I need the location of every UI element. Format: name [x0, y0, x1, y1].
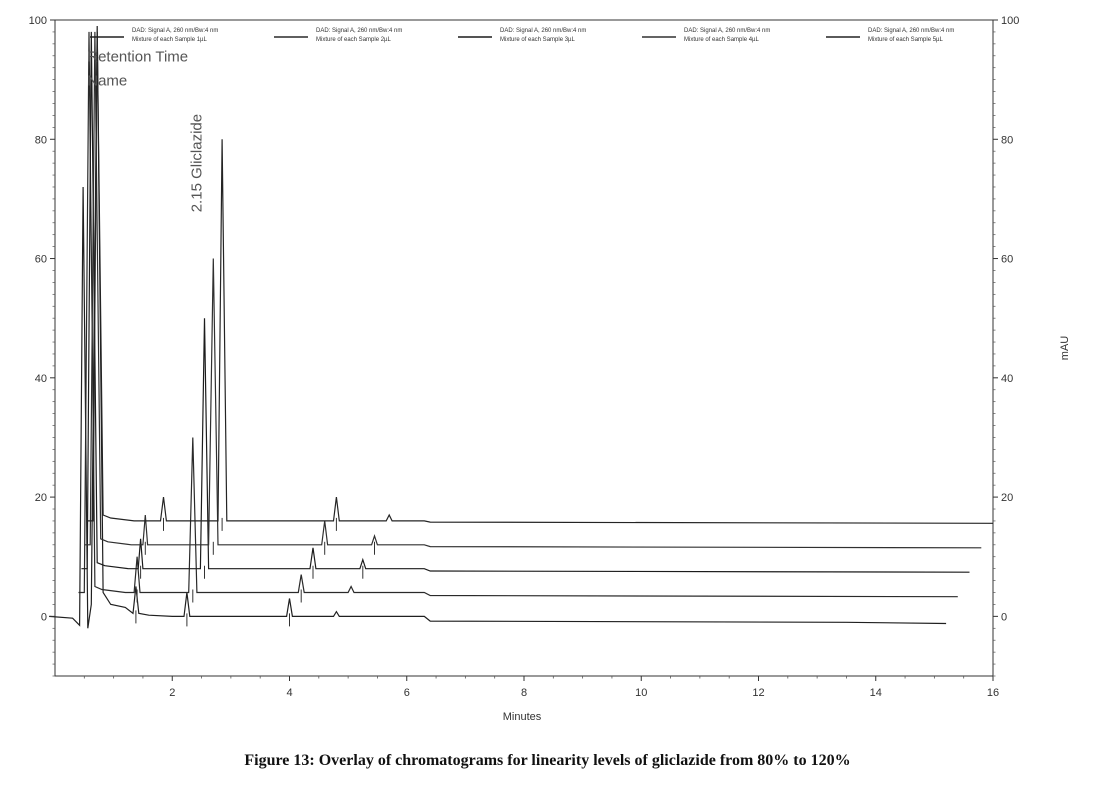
series-layer — [49, 25, 994, 629]
annotation-text: Retention Time — [87, 49, 188, 66]
y-tick-label-right: 80 — [1001, 134, 1013, 146]
x-tick-label: 8 — [521, 687, 527, 699]
y-tick-label-left: 0 — [41, 611, 47, 623]
y-tick-label-right: 60 — [1001, 254, 1013, 266]
x-tick-label: 14 — [870, 687, 882, 699]
legend: DAD: Signal A, 260 nm/Bw:4 nm Mixture of … — [90, 28, 954, 43]
annotation-layer: Retention Time Name 2.15 Gliclazide — [87, 49, 205, 213]
legend-entry-text: Mixture of each Sample 4µL — [684, 37, 759, 43]
y-tick-label-right: 40 — [1001, 373, 1013, 385]
legend-entry-text: DAD: Signal A, 260 nm/Bw:4 nm — [316, 28, 402, 34]
series-2-trace — [78, 31, 958, 598]
y-tick-label-left: 60 — [35, 254, 47, 266]
x-tick-label: 4 — [286, 687, 292, 699]
annotation-text: 2.15 Gliclazide — [189, 114, 206, 212]
y-tick-label-left: 80 — [35, 134, 47, 146]
y-tick-label-right: 0 — [1001, 611, 1007, 623]
y-tick-label-left: 40 — [35, 373, 47, 385]
figure-caption: Figure 13: Overlay of chromatograms for … — [244, 752, 851, 769]
chromatogram-chart: 2 4 6 8 10 12 14 16 100 80 60 40 20 0 100 80 60 40 20 0 DAD… — [28, 15, 1071, 723]
series-4-trace — [84, 31, 982, 549]
legend-entry-text: Mixture of each Sample 2µL — [316, 37, 391, 43]
legend-entry-text: DAD: Signal A, 260 nm/Bw:4 nm — [132, 28, 218, 34]
x-tick-label: 2 — [169, 687, 175, 699]
y-tick-label-left: 100 — [29, 15, 47, 27]
x-tick-label: 10 — [635, 687, 647, 699]
legend-entry-text: Mixture of each Sample 1µL — [132, 37, 207, 43]
x-axis-label: Minutes — [503, 711, 542, 723]
series-1-trace — [49, 25, 947, 629]
legend-entry-text: DAD: Signal A, 260 nm/Bw:4 nm — [868, 28, 954, 34]
x-tick-label: 6 — [404, 687, 410, 699]
legend-entry-text: DAD: Signal A, 260 nm/Bw:4 nm — [500, 28, 586, 34]
y-tick-label-right: 100 — [1001, 15, 1019, 27]
legend-entry-text: Mixture of each Sample 5µL — [868, 37, 943, 43]
y-tick-label-right: 20 — [1001, 492, 1013, 504]
y-axis-label-right: mAU — [1059, 336, 1071, 361]
tick-layer: 2 4 6 8 10 12 14 16 100 80 60 40 20 0 100 80 60 40 20 0 — [29, 15, 1020, 699]
x-tick-label: 12 — [752, 687, 764, 699]
legend-entry-text: DAD: Signal A, 260 nm/Bw:4 nm — [684, 28, 770, 34]
series-5-trace — [87, 31, 994, 524]
annotation-text: Name — [87, 73, 127, 90]
x-tick-label: 16 — [987, 687, 999, 699]
legend-entry-text: Mixture of each Sample 3µL — [500, 37, 575, 43]
y-tick-label-left: 20 — [35, 492, 47, 504]
series-3-trace — [81, 31, 970, 573]
